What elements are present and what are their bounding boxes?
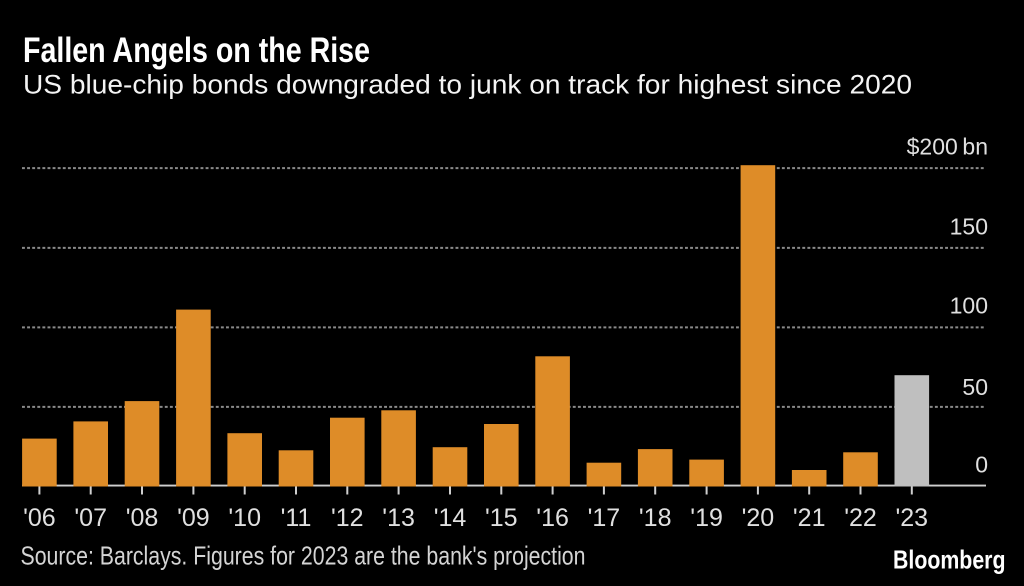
svg-text:'10: '10 — [228, 504, 261, 532]
svg-text:'20: '20 — [742, 504, 775, 532]
svg-text:$200 bn: $200 bn — [907, 134, 988, 160]
svg-text:US blue-chip bonds downgraded: US blue-chip bonds downgraded to junk on… — [23, 70, 912, 100]
svg-text:'09: '09 — [177, 504, 210, 532]
svg-text:100: 100 — [950, 293, 988, 319]
svg-text:0: 0 — [975, 452, 988, 478]
svg-text:'06: '06 — [23, 504, 56, 532]
svg-text:'21: '21 — [793, 504, 826, 532]
svg-text:'13: '13 — [382, 504, 415, 532]
svg-text:'19: '19 — [690, 504, 723, 532]
svg-text:'15: '15 — [485, 504, 518, 532]
svg-text:150: 150 — [950, 214, 988, 240]
svg-text:'16: '16 — [536, 504, 569, 532]
svg-text:'22: '22 — [844, 504, 877, 532]
svg-text:'23: '23 — [896, 504, 929, 532]
svg-text:50: 50 — [962, 374, 988, 400]
svg-text:'12: '12 — [331, 504, 364, 532]
svg-text:Source: Barclays. Figures for: Source: Barclays. Figures for 2023 are t… — [21, 541, 586, 571]
svg-text:'08: '08 — [126, 504, 159, 532]
svg-text:'14: '14 — [434, 504, 467, 532]
svg-text:'07: '07 — [74, 504, 107, 532]
svg-text:'11: '11 — [281, 504, 312, 532]
svg-text:'17: '17 — [588, 504, 621, 532]
svg-text:Bloomberg: Bloomberg — [893, 547, 1006, 575]
svg-text:Fallen Angels on the Rise: Fallen Angels on the Rise — [23, 31, 370, 70]
svg-text:'18: '18 — [639, 504, 672, 532]
